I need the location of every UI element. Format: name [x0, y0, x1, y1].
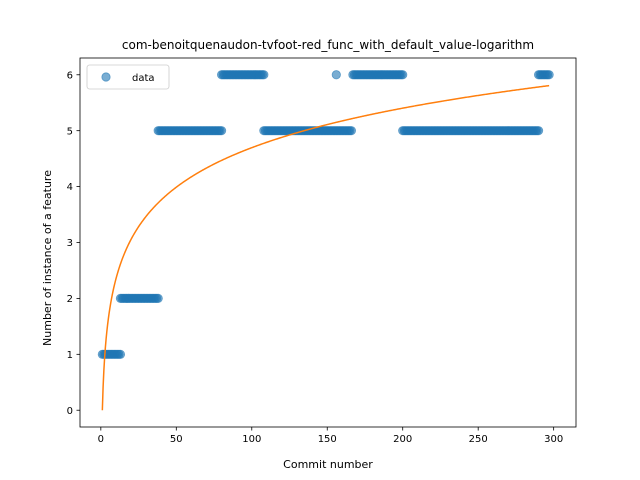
x-tick-label: 150 [318, 434, 337, 445]
y-tick-label: 3 [67, 238, 73, 249]
data-point [331, 70, 341, 80]
data-point [153, 293, 163, 304]
legend-box [86, 64, 170, 90]
y-axis-label: Number of instance of a feature [41, 170, 54, 346]
y-tick-label: 6 [67, 70, 73, 81]
y-tick-label: 1 [67, 350, 73, 361]
x-tick-label: 250 [469, 434, 488, 445]
x-axis-label: Commit number [283, 458, 373, 471]
x-tick-label: 0 [98, 434, 104, 445]
y-tick-label: 5 [67, 126, 73, 137]
chart-title: com-benoitquenaudon-tvfoot-red_func_with… [122, 38, 534, 52]
y-axis-ticks: 0 1 2 3 4 5 6 [67, 70, 80, 417]
data-point [544, 70, 554, 80]
data-point [216, 126, 227, 136]
data-point [115, 349, 126, 359]
legend-label: data [132, 73, 155, 84]
plot-area [79, 57, 577, 428]
y-tick-label: 2 [67, 294, 73, 305]
x-tick-label: 50 [170, 434, 183, 445]
legend-marker [101, 72, 111, 82]
data-point [346, 126, 356, 136]
data-series-markers [97, 70, 554, 359]
x-tick-label: 200 [393, 434, 412, 445]
fit-curve-line [101, 84, 550, 411]
data-point [398, 70, 408, 80]
x-tick-label: 300 [544, 434, 563, 445]
x-tick-label: 100 [242, 434, 261, 445]
y-tick-label: 0 [67, 406, 73, 417]
y-tick-label: 4 [67, 182, 73, 193]
data-point [259, 70, 269, 80]
legend: data [86, 64, 170, 90]
data-point [533, 126, 544, 136]
x-axis-ticks: 0 50 100 150 200 250 300 [98, 427, 563, 445]
